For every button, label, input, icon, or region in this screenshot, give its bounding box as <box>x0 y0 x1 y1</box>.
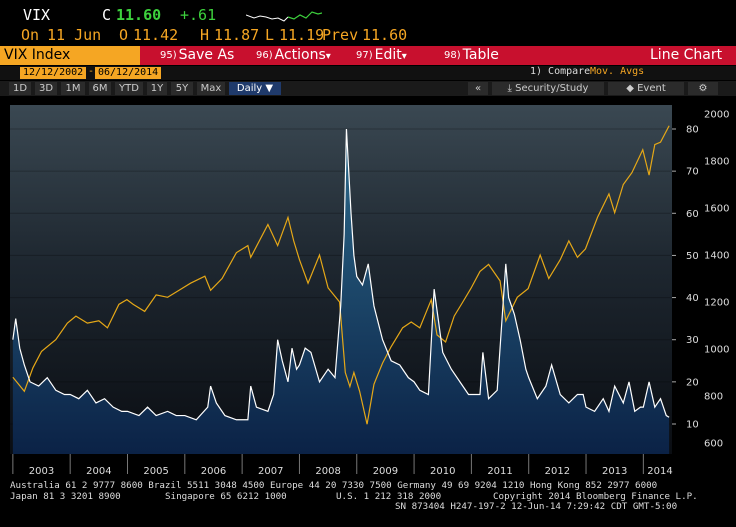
last-price: 11.60 <box>116 6 162 24</box>
last-prefix: C <box>102 6 112 24</box>
open-value: 11.42 <box>133 26 179 44</box>
y-axis-right: 600 800 1000 1200 1400 1600 1800 2000 <box>704 110 729 450</box>
chart-type-label[interactable]: Line Chart <box>650 47 723 63</box>
security-name[interactable]: VIX Index <box>0 46 140 65</box>
period-5y[interactable]: 5Y <box>171 82 193 95</box>
period-3d[interactable]: 3D <box>35 82 57 95</box>
period-toolbar: 1D 3D 1M 6M YTD 1Y 5Y Max Daily ▼ « ⤓ Se… <box>0 81 736 96</box>
high-prefix: H <box>200 26 210 44</box>
y-right-tick-label: 1800 <box>704 157 729 168</box>
moving-averages-button[interactable]: Mov. Avgs <box>590 66 645 77</box>
y-left-tick-label: 70 <box>686 167 699 178</box>
save-as-button[interactable]: 95) Save As <box>160 47 235 63</box>
y-left-tick-label: 50 <box>686 251 699 262</box>
x-axis: 2003 2004 2005 2006 2007 2008 2009 2010 2011 2012… <box>0 454 736 482</box>
y-axis-left: 10 20 30 40 50 60 70 80 <box>672 125 699 431</box>
line-chart[interactable]: 2003 2004 2005 2006 2007 2008 2009 2010 2011 2012… <box>0 97 736 489</box>
y-left-tick-label: 10 <box>686 420 699 431</box>
event-icon: ◆ <box>626 83 638 94</box>
quote-header: VIX C 11.60 +.61 <box>0 6 736 26</box>
chart-tool-icon: ⤓ <box>507 83 516 94</box>
x-tick-label: 2008 <box>315 466 340 477</box>
event-button[interactable]: ◆ Event <box>608 82 684 95</box>
y-right-tick-label: 2000 <box>704 110 729 121</box>
spx-series-line <box>12 125 670 425</box>
vix-series-line <box>12 128 670 421</box>
y-left-tick-label: 60 <box>686 209 699 220</box>
y-left-tick-label: 80 <box>686 125 699 136</box>
prev-value: 11.60 <box>362 26 408 44</box>
low-prefix: L <box>265 26 275 44</box>
footer-session: SN 873404 H247-197-2 12-Jun-14 7:29:42 C… <box>395 501 678 512</box>
period-max[interactable]: Max <box>197 82 225 95</box>
compare-button[interactable]: 1) Compare <box>530 66 591 77</box>
x-tick-label: 2004 <box>86 466 111 477</box>
y-right-tick-label: 1400 <box>704 251 729 262</box>
vix-area <box>12 129 670 454</box>
menu-bar: VIX Index 95) Save As 96) Actions▾ 97) Edit… <box>0 46 736 65</box>
x-tick-label: 2006 <box>201 466 226 477</box>
x-tick-label: 2003 <box>29 466 54 477</box>
footer-phones: Australia 61 2 9777 8600 Brazil 5511 304… <box>10 480 658 491</box>
footer-us: U.S. 1 212 318 2000 <box>336 490 442 502</box>
x-tick-label: 2013 <box>602 466 627 477</box>
period-1m[interactable]: 1M <box>61 82 85 95</box>
y-right-tick-label: 1200 <box>704 298 729 309</box>
open-prefix: O <box>119 26 129 44</box>
end-date-field[interactable]: 06/12/2014 <box>95 67 162 79</box>
period-ytd[interactable]: YTD <box>115 82 143 95</box>
y-right-tick-label: 1000 <box>704 345 729 356</box>
x-tick-label: 2014 <box>647 466 672 477</box>
security-study-button[interactable]: ⤓ Security/Study <box>492 82 604 95</box>
x-tick-label: 2009 <box>373 466 398 477</box>
y-left-tick-label: 20 <box>686 377 699 388</box>
y-right-tick-label: 800 <box>704 392 723 403</box>
high-value: 11.87 <box>214 26 260 44</box>
sparkline <box>246 11 322 22</box>
ticker: VIX <box>23 6 51 24</box>
date-range-bar: 12/12/2002 - 06/12/2014 1) Compare Mov. … <box>0 66 736 80</box>
date-separator: - <box>88 66 95 77</box>
low-value: 11.19 <box>279 26 325 44</box>
period-1y[interactable]: 1Y <box>147 82 167 95</box>
y-left-tick-label: 30 <box>686 335 699 346</box>
chevron-down-icon: ▾ <box>401 51 407 62</box>
y-left-tick-label: 40 <box>686 293 699 304</box>
footer: Australia 61 2 9777 8600 Brazil 5511 304… <box>0 480 736 527</box>
x-tick-label: 2005 <box>143 466 168 477</box>
date-prefix: On <box>21 26 40 44</box>
footer-singapore: Singapore 65 6212 1000 <box>165 490 287 502</box>
gear-icon[interactable]: ⚙ <box>688 82 718 95</box>
frequency-select[interactable]: Daily ▼ <box>229 82 281 95</box>
start-date-field[interactable]: 12/12/2002 <box>20 67 87 79</box>
quote-details: On 11 Jun O 11.42 H 11.87 L 11.19 Prev 1… <box>0 26 736 45</box>
collapse-icon[interactable]: « <box>468 82 488 95</box>
chevron-down-icon: ▾ <box>325 51 331 62</box>
edit-menu[interactable]: 97) Edit▾ <box>356 47 407 63</box>
period-6m[interactable]: 6M <box>89 82 111 95</box>
x-tick-label: 2007 <box>258 466 283 477</box>
actions-menu[interactable]: 96) Actions▾ <box>256 47 331 63</box>
quote-date: 11 Jun <box>47 26 102 44</box>
footer-japan: Japan 81 3 3201 8900 <box>10 490 121 502</box>
price-change: +.61 <box>180 6 217 24</box>
x-tick-label: 2010 <box>430 466 455 477</box>
y-right-tick-label: 1600 <box>704 204 729 215</box>
prev-prefix: Prev <box>322 26 359 44</box>
y-right-tick-label: 600 <box>704 439 723 450</box>
period-1d[interactable]: 1D <box>9 82 31 95</box>
footer-copyright: Copyright 2014 Bloomberg Finance L.P. <box>493 490 698 502</box>
table-button[interactable]: 98) Table <box>444 47 499 63</box>
x-tick-label: 2011 <box>487 466 512 477</box>
x-tick-label: 2012 <box>545 466 570 477</box>
x-axis-band <box>0 454 736 482</box>
